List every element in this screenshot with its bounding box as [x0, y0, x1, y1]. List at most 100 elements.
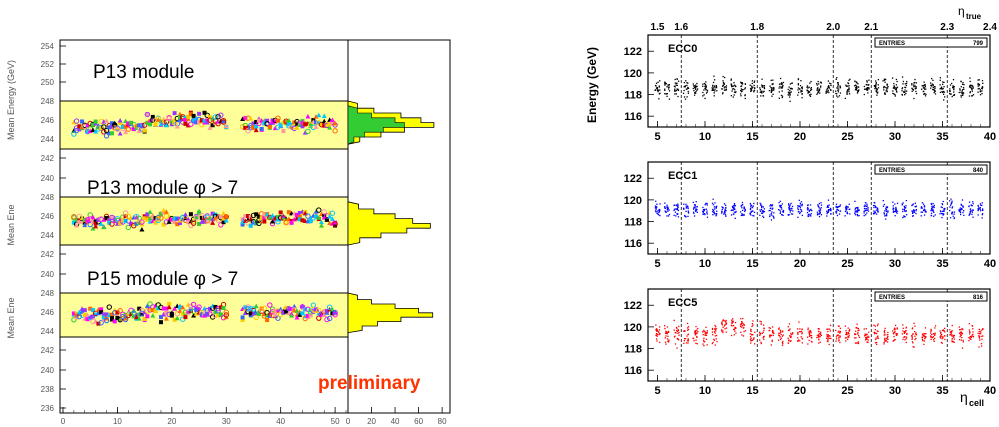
data-point [971, 210, 973, 212]
ecc-x-tick-label: 15 [746, 258, 758, 270]
data-point [867, 86, 869, 89]
data-point [941, 83, 944, 86]
data-point [725, 215, 727, 217]
data-point [914, 78, 916, 81]
data-point [800, 90, 802, 92]
data-point [873, 206, 875, 209]
ecc-x-tick-label: 10 [699, 131, 711, 143]
data-point [120, 313, 126, 320]
data-point [827, 330, 829, 333]
data-point [655, 82, 658, 84]
left-x-tick-label: 20 [167, 417, 176, 426]
data-point [911, 328, 913, 330]
data-point [865, 202, 867, 204]
data-point [979, 89, 981, 91]
data-point [858, 334, 860, 337]
data-point [723, 89, 726, 91]
data-point [715, 214, 718, 216]
data-point [940, 333, 942, 335]
data-point [723, 83, 725, 85]
data-point [329, 216, 335, 221]
data-point [882, 199, 884, 202]
data-point [150, 313, 156, 318]
data-point [665, 331, 667, 334]
data-point [791, 205, 794, 208]
data-point [885, 218, 887, 220]
data-point [759, 210, 762, 213]
data-point [656, 340, 658, 342]
data-point [694, 332, 696, 334]
data-point [761, 210, 764, 212]
left-y-tick-label: 246 [41, 116, 55, 125]
data-point [903, 336, 905, 338]
data-point [781, 87, 783, 89]
data-point [857, 211, 859, 213]
data-point [877, 84, 879, 86]
data-point [695, 342, 697, 344]
data-point [838, 95, 841, 97]
data-point [934, 327, 936, 329]
data-point [816, 334, 819, 337]
data-point [291, 303, 297, 309]
data-point [942, 81, 944, 83]
data-point [174, 315, 180, 321]
data-point [801, 86, 804, 88]
data-point [941, 91, 944, 94]
data-point [799, 212, 801, 215]
data-point [308, 308, 313, 313]
data-point [667, 215, 670, 217]
data-point [854, 207, 857, 209]
data-point [961, 327, 963, 330]
data-point [915, 206, 917, 208]
data-point [839, 341, 841, 344]
data-point [734, 205, 737, 207]
data-point [675, 208, 677, 210]
data-point [777, 208, 780, 211]
data-point [677, 205, 679, 208]
data-point [732, 324, 735, 327]
data-point [914, 81, 916, 84]
data-point [949, 90, 951, 92]
data-point [845, 85, 848, 87]
data-point [864, 333, 866, 335]
data-point [714, 335, 716, 337]
data-point [677, 332, 679, 334]
data-point [218, 222, 224, 228]
data-point [695, 325, 697, 328]
data-point [725, 85, 728, 87]
ecc-y-tick-label: 116 [624, 111, 642, 123]
data-point [686, 329, 689, 331]
data-point [868, 336, 870, 338]
data-point [925, 211, 927, 213]
data-point [847, 327, 849, 329]
data-point [308, 121, 313, 126]
data-point [817, 91, 819, 93]
data-point [788, 214, 790, 216]
data-point [912, 342, 914, 344]
data-point [71, 214, 77, 220]
data-point [706, 202, 708, 205]
data-point [941, 210, 944, 213]
data-point [892, 340, 894, 342]
data-point [790, 340, 792, 342]
data-point [749, 333, 751, 335]
data-point [940, 206, 942, 208]
data-point [905, 92, 907, 95]
data-point [796, 207, 799, 209]
data-point [779, 336, 781, 338]
data-point [780, 337, 782, 339]
left-y-tick-label: 244 [41, 231, 55, 240]
data-point [684, 337, 687, 340]
data-point [901, 94, 904, 96]
data-point [819, 208, 821, 210]
data-point [982, 209, 984, 212]
data-point [940, 341, 943, 344]
data-point [846, 91, 848, 93]
data-point [270, 219, 276, 224]
data-point [725, 204, 727, 206]
data-point [914, 335, 916, 337]
data-point [668, 213, 671, 216]
data-point [887, 338, 889, 341]
data-point [839, 92, 842, 94]
